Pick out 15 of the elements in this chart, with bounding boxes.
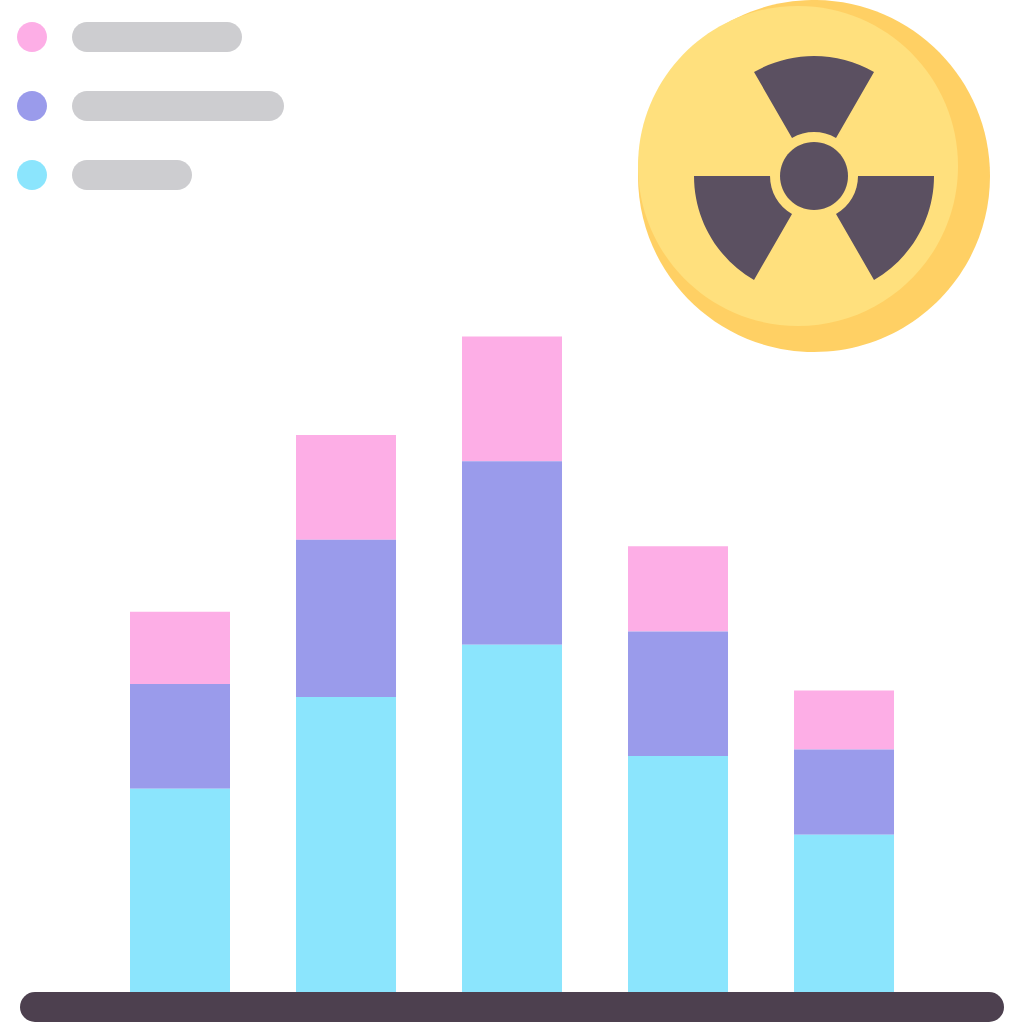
- bar: [462, 336, 563, 462]
- bar: [628, 631, 729, 757]
- bar: [130, 788, 230, 992]
- bar: [628, 546, 729, 632]
- bar: [794, 749, 895, 835]
- bar: [462, 644, 563, 992]
- bar: [462, 461, 563, 645]
- bar: [130, 611, 230, 684]
- bar: [296, 539, 397, 698]
- bar: [296, 697, 397, 992]
- bar: [130, 683, 230, 789]
- bar: [296, 434, 397, 540]
- bar: [794, 834, 895, 992]
- bar: [628, 756, 729, 992]
- bar: [794, 690, 895, 750]
